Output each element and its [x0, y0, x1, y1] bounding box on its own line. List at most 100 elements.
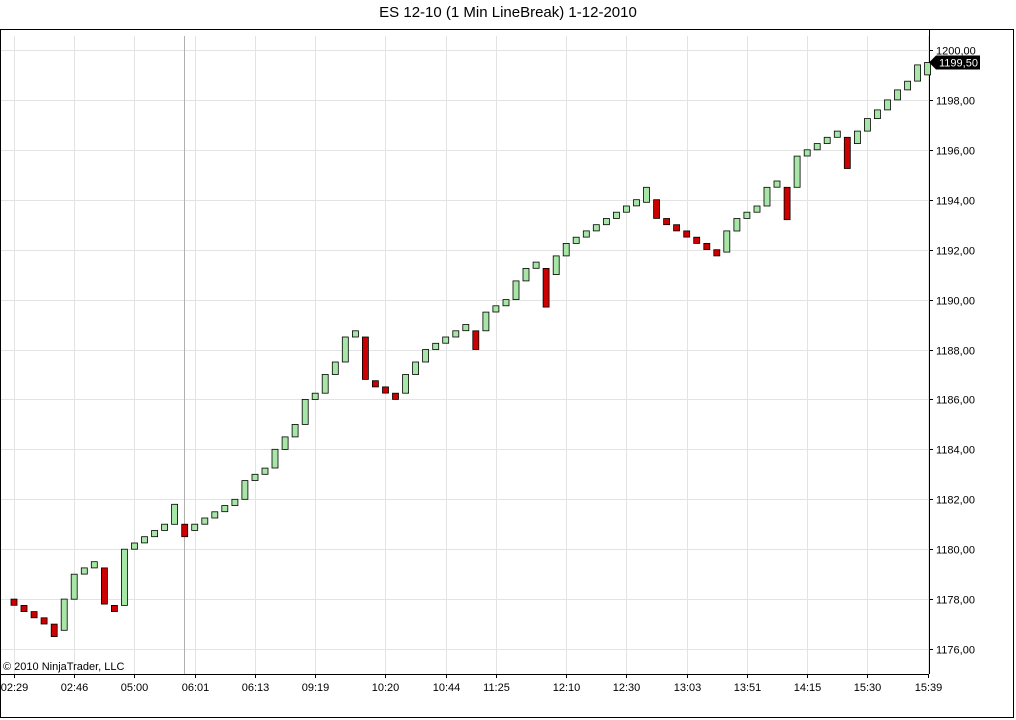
- down-brick: [111, 605, 118, 613]
- up-brick: [894, 89, 901, 101]
- up-brick: [884, 99, 891, 111]
- down-brick: [693, 236, 701, 244]
- up-brick: [633, 199, 640, 207]
- up-brick: [121, 548, 128, 606]
- down-brick: [783, 186, 791, 221]
- y-tick-label: 1186,00: [936, 395, 975, 407]
- y-tick-label: 1176,00: [936, 645, 975, 657]
- up-brick: [281, 436, 289, 450]
- down-brick: [843, 136, 851, 169]
- up-brick: [442, 336, 450, 344]
- current-price-tag: [929, 55, 980, 70]
- x-tick-label: 10:20: [372, 682, 400, 694]
- y-tick-label: 1198,00: [936, 96, 975, 108]
- up-brick: [351, 330, 359, 338]
- up-brick: [321, 374, 329, 394]
- down-brick: [673, 224, 680, 232]
- up-brick: [763, 186, 771, 207]
- up-brick: [452, 330, 460, 338]
- up-brick: [924, 62, 931, 76]
- up-brick: [562, 242, 570, 257]
- up-brick: [90, 561, 98, 569]
- x-tick-label: 05:00: [121, 682, 149, 694]
- down-brick: [392, 392, 399, 400]
- up-brick: [522, 267, 530, 282]
- up-brick: [301, 398, 309, 425]
- x-tick-label: 02:46: [61, 682, 89, 694]
- up-brick: [432, 342, 440, 350]
- copyright-notice: © 2010 NinjaTrader, LLC: [3, 661, 125, 673]
- x-tick-label: 06:01: [182, 682, 210, 694]
- x-tick-label: 15:39: [915, 682, 943, 694]
- up-brick: [482, 311, 490, 332]
- down-brick: [542, 267, 550, 308]
- up-brick: [874, 109, 881, 120]
- down-brick: [20, 605, 28, 613]
- up-brick: [341, 336, 349, 363]
- y-tick-label: 1194,00: [936, 196, 975, 208]
- up-brick: [80, 567, 88, 575]
- up-brick: [864, 118, 871, 132]
- x-tick-label: 12:10: [553, 682, 581, 694]
- up-brick: [402, 374, 410, 394]
- up-brick: [201, 517, 209, 525]
- up-brick: [291, 423, 299, 438]
- up-brick: [572, 236, 580, 244]
- down-brick: [40, 617, 48, 625]
- x-tick-label: 12:30: [613, 682, 641, 694]
- down-brick: [371, 380, 379, 388]
- up-brick: [191, 523, 199, 531]
- up-brick: [151, 530, 159, 538]
- up-brick: [643, 186, 650, 203]
- up-brick: [773, 180, 781, 188]
- up-brick: [271, 448, 279, 469]
- up-brick: [904, 80, 911, 91]
- up-brick: [582, 230, 590, 238]
- x-tick-label: 10:44: [433, 682, 461, 694]
- up-brick: [823, 136, 831, 144]
- up-brick: [261, 467, 269, 475]
- up-brick: [613, 211, 620, 219]
- x-tick-label: 02:29: [1, 682, 29, 694]
- x-tick-label: 06:13: [242, 682, 270, 694]
- down-brick: [30, 611, 38, 619]
- current-price-label: 1199,50: [939, 57, 978, 69]
- up-brick: [743, 211, 751, 219]
- up-brick: [532, 261, 540, 269]
- y-tick-label: 1184,00: [936, 445, 975, 457]
- up-brick: [221, 505, 229, 513]
- up-brick: [592, 224, 600, 232]
- y-tick-label: 1178,00: [936, 595, 975, 607]
- up-brick: [231, 498, 239, 506]
- up-brick: [753, 205, 761, 213]
- up-brick: [422, 349, 430, 363]
- down-brick: [50, 623, 58, 637]
- up-brick: [412, 361, 420, 375]
- down-brick: [181, 523, 189, 538]
- up-brick: [331, 361, 339, 375]
- up-brick: [502, 299, 510, 307]
- y-tick-label: 1196,00: [936, 146, 975, 158]
- down-brick: [703, 242, 711, 250]
- down-brick: [10, 598, 18, 606]
- chart-frame: [0, 29, 1014, 718]
- up-brick: [251, 473, 259, 481]
- up-brick: [854, 130, 861, 145]
- up-brick: [211, 511, 219, 519]
- up-brick: [141, 536, 148, 544]
- y-tick-label: 1188,00: [936, 346, 975, 358]
- y-tick-label: 1190,00: [936, 296, 975, 308]
- y-tick-label: 1200,00: [936, 46, 976, 58]
- x-tick-label: 09:19: [302, 682, 330, 694]
- down-brick: [101, 567, 108, 605]
- up-brick: [552, 255, 560, 275]
- x-tick-label: 15:30: [854, 682, 882, 694]
- down-brick: [683, 230, 691, 238]
- up-brick: [813, 143, 821, 151]
- up-brick: [833, 130, 841, 138]
- down-brick: [663, 218, 670, 226]
- up-brick: [60, 598, 68, 631]
- up-brick: [803, 149, 811, 157]
- up-brick: [512, 280, 520, 300]
- up-brick: [733, 218, 741, 232]
